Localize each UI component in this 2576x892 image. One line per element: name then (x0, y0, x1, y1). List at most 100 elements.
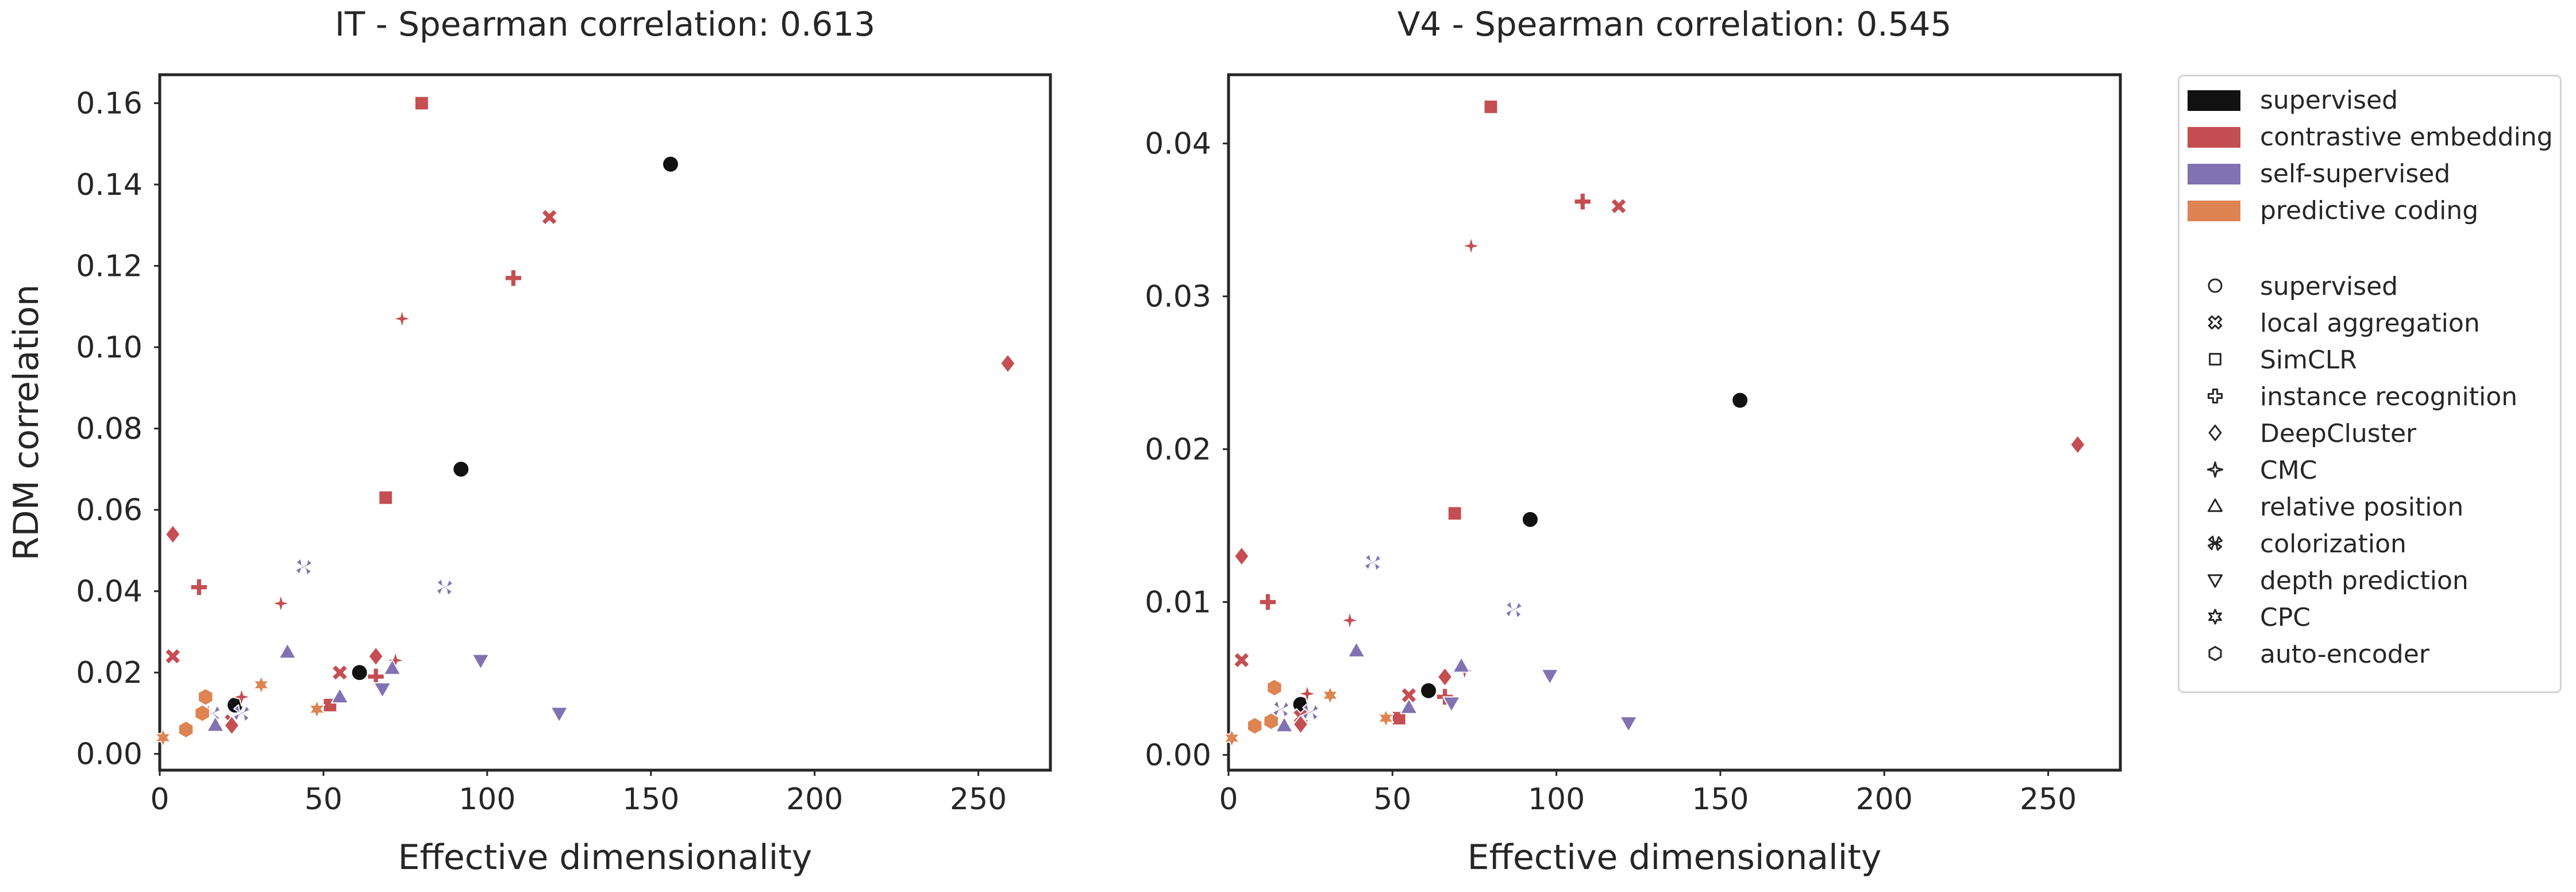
legend-item-model-5: CMC (2180, 455, 2560, 489)
data-point-deepcluster (224, 716, 240, 736)
hexagon-glyph (2208, 645, 2222, 662)
legend-swatch-predictive-coding (2188, 201, 2240, 221)
data-point-colorization (1504, 601, 1523, 619)
legend-item-model-7: colorization (2180, 528, 2560, 563)
y-tick-label: 0.14 (76, 168, 143, 202)
legend-label: predictive coding (2260, 196, 2479, 225)
diamond-marker-icon (2208, 424, 2222, 441)
x-tick-label: 100 (459, 782, 515, 817)
y-tick-label: 0.12 (76, 249, 143, 284)
square-marker-icon (2209, 353, 2221, 366)
data-point-cmc (1340, 610, 1360, 630)
data-points (1223, 99, 2086, 748)
data-point-depth-prediction (1541, 668, 1559, 685)
tri-x-marker-icon (2207, 535, 2223, 551)
legend-label: self-supervised (2260, 159, 2451, 189)
plot-frame (1227, 73, 2122, 772)
triangle-up-marker-icon (2207, 498, 2223, 512)
data-point-relative-position (1452, 656, 1470, 673)
x-tick-label: 200 (1856, 782, 1913, 817)
legend-item-category-0: supervised (2180, 84, 2560, 119)
data-point-local-aggregation (1400, 687, 1418, 704)
data-point-deepcluster (2070, 435, 2086, 455)
data-point-deepcluster (1437, 667, 1453, 687)
legend-label: depth prediction (2260, 566, 2469, 595)
legend-label: instance recognition (2260, 382, 2518, 412)
data-point-relative-position (330, 687, 349, 704)
data-point-cmc (1297, 683, 1318, 704)
diamond-glyph (2208, 424, 2222, 441)
x-tick-label: 200 (786, 782, 843, 817)
data-point-deepcluster (165, 524, 181, 544)
y-tick-label: 0.02 (1145, 433, 1211, 467)
x-marker-icon (2208, 315, 2223, 330)
legend-swatch-supervised (2188, 90, 2240, 111)
data-point-simclr (414, 95, 429, 111)
data-point-simclr (1391, 710, 1407, 726)
data-point-auto-encoder (178, 720, 194, 739)
x-axis-label: Effective dimensionality (1468, 837, 1882, 878)
data-point-cpc (253, 675, 269, 694)
x-tick-label: 250 (950, 782, 1007, 817)
data-point-simclr (1483, 99, 1499, 114)
legend-label: CPC (2260, 603, 2311, 632)
data-point-relative-position (1347, 641, 1366, 658)
data-point-local-aggregation (541, 208, 558, 226)
legend-item-category-3: predictive coding (2180, 195, 2560, 229)
data-point-local-aggregation (164, 648, 182, 665)
chart-title: V4 - Spearman correlation: 0.545 (1397, 5, 1952, 44)
data-point-relative-position (206, 716, 225, 732)
legend-item-model-9: CPC (2180, 602, 2560, 636)
plus-marker-icon (2207, 388, 2223, 404)
legend-item-model-1: local aggregation (2180, 307, 2560, 342)
data-point-depth-prediction (550, 706, 568, 723)
data-point-supervised (452, 460, 470, 478)
legend-item-model-8: depth prediction (2180, 565, 2560, 599)
square-glyph (2209, 353, 2221, 366)
data-point-relative-position (383, 659, 402, 675)
data-point-deepcluster (1000, 353, 1016, 374)
x-tick-label: 0 (1219, 782, 1238, 817)
legend-item-category-1: contrastive embedding (2180, 121, 2560, 156)
data-point-simclr (378, 490, 394, 505)
data-point-colorization (1272, 699, 1290, 718)
y-tick-label: 0.00 (1145, 738, 1211, 772)
legend-label: DeepCluster (2260, 419, 2417, 448)
data-point-simclr (1447, 506, 1462, 521)
legend-item-model-3: instance recognition (2180, 381, 2560, 416)
y-tick-label: 0.04 (76, 575, 143, 609)
data-point-instance-recognition (1258, 593, 1277, 612)
data-point-auto-encoder (198, 687, 214, 706)
data-point-supervised (1731, 391, 1749, 409)
plot-frame (158, 73, 1052, 772)
data-point-supervised (661, 155, 679, 173)
data-point-cmc (232, 687, 252, 707)
data-point-colorization (295, 558, 313, 576)
y-axis-label: RDM correlation (6, 284, 47, 561)
legend-label: supervised (2260, 86, 2398, 115)
data-point-depth-prediction (373, 682, 392, 698)
data-point-supervised (1521, 510, 1539, 528)
data-point-instance-recognition (1573, 193, 1592, 211)
star6-glyph (2208, 609, 2222, 625)
data-point-relative-position (1275, 716, 1293, 733)
data-point-instance-recognition (190, 578, 209, 597)
legend-item-category-2: self-supervised (2180, 158, 2560, 193)
y-tick-label: 0.16 (76, 87, 143, 121)
legend-label: supervised (2260, 272, 2398, 301)
data-point-deepcluster (368, 646, 384, 666)
x-tick-label: 0 (150, 782, 169, 817)
x-tick-label: 250 (2020, 782, 2077, 817)
data-point-colorization (436, 578, 454, 597)
data-point-relative-position (1400, 698, 1418, 714)
triangle-down-glyph (2207, 574, 2223, 588)
data-point-cpc (155, 728, 172, 747)
data-point-colorization (232, 704, 251, 722)
data-point-cpc (309, 699, 325, 719)
tri-x-glyph (2207, 535, 2223, 551)
chart-title: IT - Spearman correlation: 0.613 (335, 5, 876, 44)
legend-label: auto-encoder (2260, 640, 2429, 669)
data-point-deepcluster (1292, 714, 1309, 735)
legend-item-model-6: relative position (2180, 491, 2560, 526)
star4-glyph (2207, 461, 2224, 478)
